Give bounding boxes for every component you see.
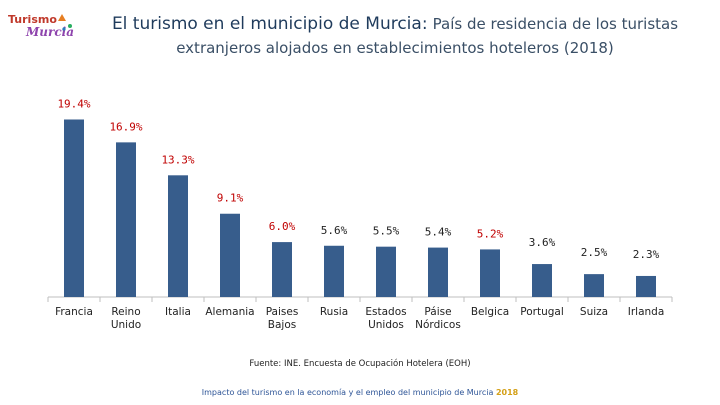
data-label: 6.0% <box>269 220 296 233</box>
data-label: 9.1% <box>217 192 244 205</box>
bar <box>168 175 188 297</box>
category-label: Unidos <box>368 319 404 331</box>
category-label: Estados <box>365 306 406 318</box>
footer-year: 2018 <box>495 388 519 397</box>
chart-title: El turismo en el municipio de Murcia: Pa… <box>80 12 710 60</box>
category-label: Italia <box>165 306 191 318</box>
category-label: Alemania <box>205 306 254 318</box>
logo-text-bottom: Murcia <box>25 25 74 38</box>
title-sub-line2: extranjeros alojados en establecimientos… <box>176 39 614 57</box>
bar <box>64 119 84 298</box>
logo-text-top: Turismo <box>8 13 57 26</box>
data-label: 13.3% <box>161 153 194 166</box>
title-main: El turismo en el municipio de Murcia: <box>111 14 428 34</box>
bar <box>428 247 448 297</box>
category-label: Rusia <box>320 306 348 318</box>
data-label: 2.5% <box>581 246 608 259</box>
category-label: Portugal <box>520 306 564 318</box>
data-label: 19.4% <box>57 97 90 110</box>
category-label: Nórdicos <box>415 319 461 331</box>
category-label: Paises <box>266 306 299 318</box>
category-label: Suiza <box>580 306 608 318</box>
category-label: Unido <box>111 319 141 331</box>
bar <box>584 274 604 297</box>
bar <box>220 213 240 297</box>
bar <box>324 245 344 297</box>
bar <box>532 264 552 297</box>
data-label: 3.6% <box>529 236 556 249</box>
footer-text: Impacto del turismo en la economía y el … <box>201 388 494 397</box>
data-label: 2.3% <box>633 248 660 261</box>
data-label: 16.9% <box>109 120 142 133</box>
source-note: Fuente: INE. Encuesta de Ocupación Hotel… <box>249 359 471 369</box>
bar <box>480 249 500 297</box>
category-label: Bajos <box>268 319 296 331</box>
bar <box>376 246 396 297</box>
data-label: 5.4% <box>425 226 452 239</box>
category-label: Francia <box>55 306 93 318</box>
category-label: Páise <box>424 306 451 318</box>
category-label: Reino <box>111 306 140 318</box>
data-label: 5.6% <box>321 224 348 237</box>
data-label: 5.2% <box>477 227 504 240</box>
footer: Impacto del turismo en la economía y el … <box>0 388 720 397</box>
category-label: Belgica <box>471 306 509 318</box>
category-label: Irlanda <box>628 306 665 318</box>
bar <box>636 275 656 297</box>
data-label: 5.5% <box>373 225 400 238</box>
turismo-murcia-logo: Turismo Murcia <box>8 13 74 38</box>
bar <box>116 142 136 297</box>
bar <box>272 242 292 297</box>
title-sub-line1: País de residencia de los turistas <box>432 15 679 33</box>
